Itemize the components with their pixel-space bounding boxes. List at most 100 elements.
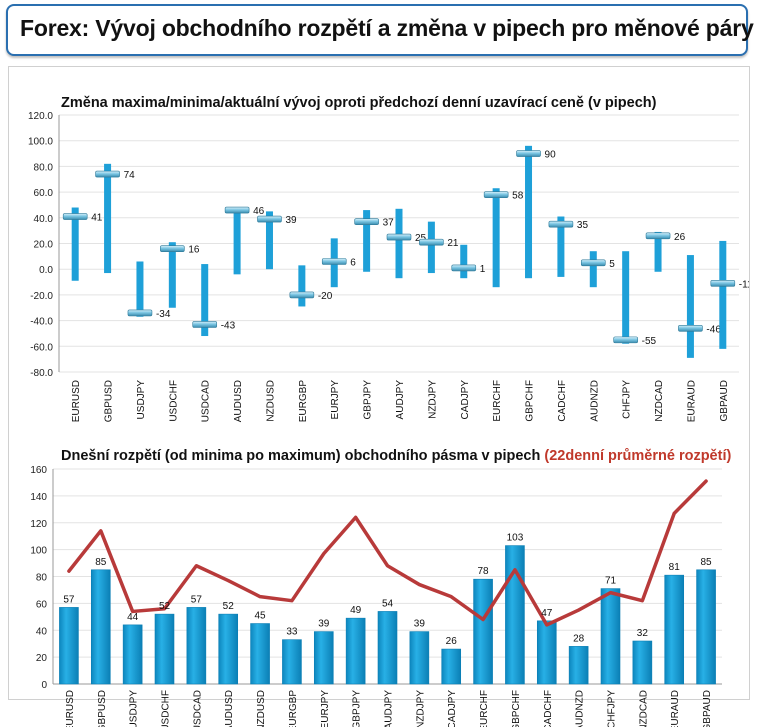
x-tick-label: EURGBP	[298, 380, 309, 423]
y-tick-label: 80	[36, 573, 48, 584]
average-range-line	[67, 479, 708, 627]
x-tick-label: GBPAUD	[702, 690, 713, 727]
y-tick-label: 100	[30, 546, 47, 557]
bar-value-label: 57	[191, 594, 203, 605]
x-tick-label: NZDCAD	[638, 690, 649, 727]
y-tick-label: 100.0	[28, 137, 53, 148]
x-tick-label: CADJPY	[460, 380, 471, 420]
y-tick-label: 40.0	[34, 214, 54, 225]
current-marker-cadjpy	[451, 264, 477, 272]
current-marker-usdchf	[160, 245, 185, 252]
current-marker-audnzd	[580, 259, 606, 267]
range-bar-usdchf	[168, 242, 176, 308]
range-bar-audusd	[233, 208, 241, 275]
x-tick-label: AUDUSD	[224, 690, 235, 727]
x-tick-label: GBPCHF	[525, 380, 536, 422]
current-marker-gbpchf	[516, 150, 541, 157]
range-bar-usdjpy	[136, 261, 144, 317]
current-value-label: 39	[285, 215, 297, 226]
range-chart: Dnešní rozpětí (od minima po maximum) ob…	[30, 448, 731, 727]
y-tick-label: 80.0	[34, 162, 54, 173]
range-bar-eurchf	[473, 578, 493, 685]
range-bar-audnzd	[568, 646, 589, 685]
range-bar-nzdusd	[265, 211, 273, 270]
range-bar-eurjpy	[313, 631, 334, 685]
y-tick-label: 120.0	[28, 111, 53, 122]
x-tick-label: GBPUSD	[104, 380, 115, 422]
current-value-label: 16	[188, 245, 200, 256]
y-tick-label: 20.0	[34, 240, 54, 251]
x-tick-label: GBPJPY	[363, 380, 374, 420]
current-marker-usdjpy	[127, 309, 153, 317]
current-value-label: 35	[577, 220, 589, 231]
bar-value-label: 52	[223, 601, 235, 612]
range-bar-usdjpy	[122, 624, 143, 685]
range-bar-euraud	[686, 255, 694, 358]
x-tick-label: NZDJPY	[427, 380, 438, 419]
bar-value-label: 45	[255, 611, 267, 622]
range-bar-euraud	[664, 574, 685, 685]
range-bar-nzdcad	[632, 640, 653, 685]
current-value-label: -34	[156, 309, 171, 320]
range-bar-cadjpy	[441, 648, 462, 685]
current-value-label: -55	[642, 336, 657, 347]
x-tick-label: AUDJPY	[384, 690, 395, 727]
bar-value-label: 49	[350, 605, 362, 616]
range-bar-eurusd	[59, 607, 79, 685]
bar-value-label: 103	[507, 533, 524, 544]
y-tick-label: 140	[30, 492, 47, 503]
range-bar-nzdcad	[654, 231, 662, 272]
y-tick-label: 60	[36, 599, 48, 610]
y-tick-label: 120	[30, 519, 47, 530]
current-marker-eurgbp	[289, 291, 315, 299]
range-bar-eurusd	[71, 207, 79, 281]
range-bar-audjpy	[395, 208, 403, 279]
range-bar-gbpchf	[525, 145, 533, 279]
bar-value-label: 32	[637, 628, 649, 639]
current-value-label: 37	[383, 218, 395, 229]
bar-value-label: 54	[382, 598, 394, 609]
x-tick-label: EURCHF	[479, 690, 490, 727]
x-tick-label: USDCAD	[192, 690, 203, 727]
y-tick-label: 0.0	[39, 265, 53, 276]
current-marker-euraud	[678, 325, 703, 332]
range-bar-eurgbp	[282, 639, 302, 685]
current-marker-nzdusd	[257, 215, 282, 223]
x-tick-label: AUDNZD	[589, 380, 600, 422]
x-tick-label: EURAUD	[686, 380, 697, 422]
x-tick-label: NZDJPY	[415, 690, 426, 727]
y-tick-label: 20	[36, 653, 48, 664]
x-tick-label: USDCHF	[161, 690, 172, 727]
bar-value-label: 44	[127, 612, 139, 623]
bar-value-label: 39	[414, 619, 426, 630]
y-tick-label: -20.0	[30, 291, 53, 302]
bar-value-label: 85	[95, 557, 107, 568]
current-value-label: 74	[124, 170, 136, 181]
current-value-label: -20	[318, 291, 333, 302]
y-tick-label: -80.0	[30, 368, 53, 379]
range-bar-nzdjpy	[427, 221, 435, 274]
current-value-label: 5	[609, 259, 615, 270]
bar-value-label: 78	[478, 566, 490, 577]
range-bar-gbpjpy	[345, 617, 366, 685]
x-tick-label: CHFJPY	[622, 380, 633, 419]
charts-panel: Změna maxima/minima/aktuální vývoj oprot…	[8, 66, 750, 727]
bar-value-label: 28	[573, 633, 585, 644]
x-tick-label: NZDUSD	[265, 380, 276, 422]
range-bar-gbpusd	[90, 569, 111, 685]
x-tick-label: EURJPY	[330, 380, 341, 420]
bar-value-label: 47	[541, 608, 553, 619]
current-value-label: 26	[674, 232, 686, 243]
y-tick-label: -60.0	[30, 342, 53, 353]
current-value-label: -43	[221, 320, 236, 331]
change-chart: Změna maxima/minima/aktuální vývoj oprot…	[28, 95, 749, 423]
y-tick-label: 40	[36, 626, 48, 637]
bar-value-label: 33	[286, 627, 298, 638]
range-bar-audusd	[218, 613, 239, 685]
change-chart-title: Změna maxima/minima/aktuální vývoj oprot…	[61, 95, 657, 111]
page-title: Forex: Vývoj obchodního rozpětí a změna …	[20, 15, 754, 41]
x-tick-label: USDCAD	[201, 380, 212, 422]
bar-value-label: 57	[63, 594, 75, 605]
y-tick-label: 160	[30, 465, 47, 476]
x-tick-label: EURCHF	[492, 380, 503, 422]
